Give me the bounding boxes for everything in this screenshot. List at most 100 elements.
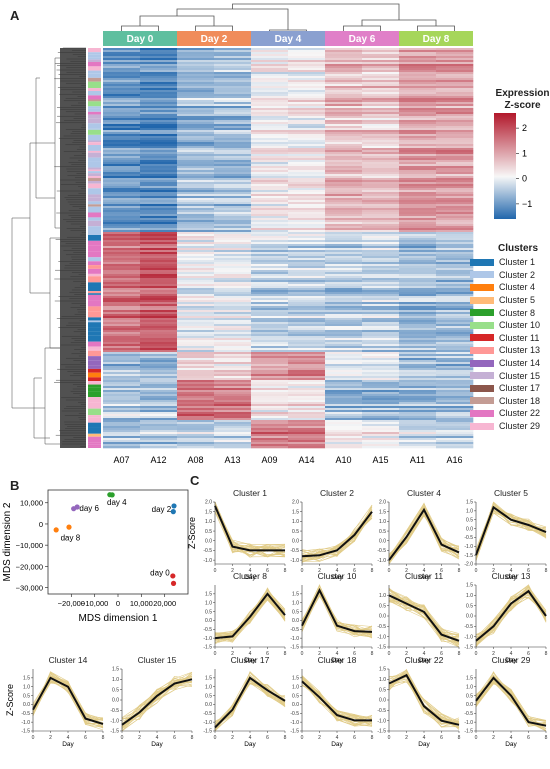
ytick-label: 0.5 [205,529,212,535]
heatmap-cell [288,404,326,407]
heatmap-cell [362,410,400,413]
heatmap-cell [362,102,400,105]
heatmap-cell [214,246,252,249]
cluster-strip-segment [88,417,101,423]
heatmap-cell [288,206,326,209]
heatmap-cell [251,428,289,431]
heatmap-cell [288,392,326,395]
gene-trace [214,677,286,732]
heatmap-cell [436,422,474,425]
heatmap-cell [140,96,178,99]
heatmap-cell [177,168,215,171]
heatmap-cell [177,66,215,69]
mds-ytick-label: 10,000 [20,499,43,508]
cluster-strip-segment [88,294,101,301]
heatmap-cell [140,336,178,339]
xtick-label: 4 [249,735,252,741]
heatmap-cell [436,86,474,89]
heatmap-cell [362,146,400,149]
heatmap-cell [177,298,215,301]
gene-trace [301,675,373,723]
cluster-strip-segment [88,108,101,112]
heatmap-cell [362,252,400,255]
heatmap-cell [399,144,437,147]
heatmap-cell [436,368,474,371]
heatmap-cell [103,48,141,51]
heatmap-cell [362,268,400,271]
heatmap-cell [325,100,363,103]
cluster-legend-swatch [470,321,494,329]
heatmap-cell [399,178,437,181]
heatmap-cell [214,326,252,329]
heatmap-cell [325,340,363,343]
heatmap-cell [177,72,215,75]
heatmap-cell [103,288,141,291]
heatmap-cell [436,138,474,141]
heatmap-cell [177,352,215,355]
heatmap-cell [177,424,215,427]
heatmap-cell [140,186,178,189]
heatmap-cell [214,282,252,285]
heatmap-cell [399,106,437,109]
gene-trace [214,597,286,636]
heatmap-cell [436,226,474,229]
heatmap-cell [177,194,215,197]
heatmap-cell [177,392,215,395]
heatmap-cell [214,308,252,311]
heatmap-cell [177,144,215,147]
heatmap-cell [399,284,437,287]
xtick-label: 8 [284,651,287,657]
cluster-legend-label: Cluster 8 [499,307,536,318]
heatmap-cell [177,136,215,139]
heatmap-cell [288,408,326,411]
heatmap-cell [103,176,141,179]
heatmap-cell [251,48,289,51]
heatmap-cell [214,68,252,71]
heatmap-cell [325,90,363,93]
heatmap-cell [325,408,363,411]
heatmap-cell [251,386,289,389]
ytick-label: 0.0 [379,614,386,620]
heatmap-cell [325,294,363,297]
heatmap-cell [399,192,437,195]
heatmap-cell [214,420,252,423]
heatmap-cell [103,184,141,187]
heatmap-cell [399,320,437,323]
gene-trace [214,588,286,638]
cluster-legend-swatch [470,397,494,405]
heatmap-cell [325,404,363,407]
heatmap-cell [399,304,437,307]
heatmap-cell [436,114,474,117]
heatmap-cell [362,148,400,151]
heatmap-cell [214,262,252,265]
heatmap-cell [140,182,178,185]
cluster-strip-segment [88,70,101,74]
ytick-label: 1.0 [292,600,299,606]
heatmap-cell [103,354,141,357]
cluster-profile-12: Cluster 221.51.00.50.0-0.5-1.0-1.50 2 4 6 8D… [377,655,460,748]
heatmap-cell [325,172,363,175]
heatmap-cell [140,436,178,439]
heatmap-cell [325,200,363,203]
heatmap-cell [436,116,474,119]
heatmap-cell [288,62,326,65]
heatmap-cell [103,438,141,441]
gene-trace [214,680,286,728]
heatmap-cell [140,168,178,171]
cluster-profile-13: Cluster 291.51.00.50.0-0.5-1.0-1.50 2 4 6 8D… [464,655,547,748]
xtick-label: 0 [301,735,304,741]
cluster-legend-item: Cluster 18 [470,395,550,408]
heatmap-cell [251,180,289,183]
heatmap-cell [103,74,141,77]
heatmap-cell [177,222,215,225]
heatmap-cell [103,132,141,135]
xlabel: Day [244,657,256,664]
heatmap-cell [103,404,141,407]
heatmap-cell [251,162,289,165]
heatmap-cell [436,412,474,415]
heatmap-cell [288,350,326,353]
heatmap-cell [288,260,326,263]
heatmap-cell [103,336,141,339]
heatmap-cell [214,190,252,193]
